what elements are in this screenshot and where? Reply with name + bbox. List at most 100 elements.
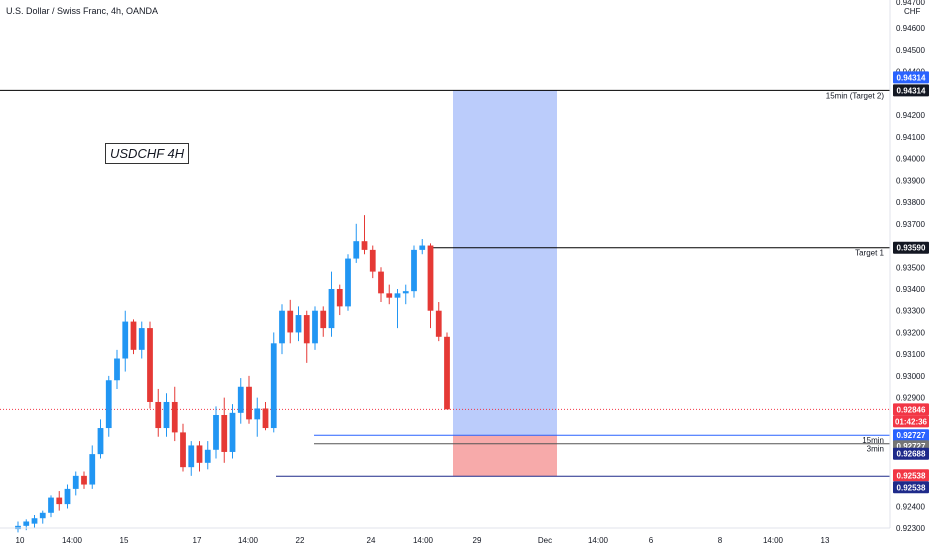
candle-body — [279, 310, 285, 344]
entry-badge-bg — [893, 429, 929, 442]
y-tick-label: 0.94700 — [896, 0, 925, 7]
candle-body — [72, 475, 79, 489]
countdown-badge: 01:42:36 — [895, 417, 928, 426]
target1-badge: 0.93590 — [897, 244, 926, 253]
x-tick-label: 29 — [473, 536, 482, 545]
x-tick-label: 14:00 — [238, 536, 259, 545]
candle-body — [163, 401, 170, 429]
price-badges: 0.94314 0.94314 0.93590 0.92846 01:42:36 0.92… — [893, 71, 929, 494]
candle-body — [64, 488, 71, 505]
currency-label: CHF — [904, 7, 921, 16]
candle-body — [105, 380, 112, 429]
candle-body — [180, 432, 186, 468]
chart-annotation[interactable]: USDCHF 4H — [105, 143, 190, 164]
candle-body — [15, 525, 21, 530]
candle-body — [361, 241, 368, 250]
candle-body — [221, 415, 228, 452]
target2-badge-bg — [893, 84, 929, 97]
y-tick-label: 0.93300 — [896, 307, 925, 316]
candle-body — [345, 258, 351, 307]
x-tick-label: 14:00 — [413, 536, 434, 545]
candle-body — [402, 291, 409, 294]
y-tick-label: 0.93800 — [896, 198, 925, 207]
x-tick-label: 14:00 — [62, 536, 83, 545]
x-tick-label: 6 — [649, 536, 654, 545]
candle-body — [254, 408, 261, 420]
candle-body — [419, 245, 426, 250]
candle-body — [147, 328, 153, 402]
candle-body — [171, 401, 178, 433]
candle-body — [188, 445, 195, 468]
candle-body — [114, 358, 120, 381]
candle-body — [369, 249, 376, 272]
x-tick-label: 8 — [718, 536, 723, 545]
target-zone — [453, 90, 557, 436]
chart-title: U.S. Dollar / Swiss Franc, 4h, OANDA — [6, 6, 159, 16]
time-axis: 10 14:00 15 17 14:00 22 24 14:00 29 Dec 14:00 6 8 14:… — [0, 527, 890, 545]
stop-badge-bg — [893, 469, 929, 482]
x-tick-label: 22 — [296, 536, 305, 545]
candle-body — [394, 293, 401, 298]
candles — [15, 215, 450, 533]
position-zones — [453, 90, 557, 477]
candle-body — [320, 310, 327, 329]
y-tick-label: 0.93000 — [896, 372, 925, 381]
y-tick-label: 0.94500 — [896, 46, 925, 55]
entry-badge: 0.92727 — [897, 431, 926, 440]
x-tick-label: 14:00 — [588, 536, 609, 545]
stop-badge: 0.92538 — [897, 471, 926, 480]
stop-level-badge: 0.92538 — [897, 483, 926, 492]
candle-body — [303, 315, 310, 344]
y-tick-label: 0.93500 — [896, 263, 925, 272]
y-tick-label: 0.92900 — [896, 394, 925, 403]
countdown-badge-bg — [893, 415, 929, 428]
candle-body — [31, 518, 38, 524]
candle-body — [270, 343, 277, 429]
y-tick-label: 0.92400 — [896, 502, 925, 511]
x-tick-label: Dec — [538, 536, 552, 545]
y-tick-label: 0.93100 — [896, 350, 925, 359]
candle-body — [295, 315, 302, 333]
target2-badge: 0.94314 — [897, 86, 926, 95]
stop-level-badge-bg — [893, 481, 929, 494]
candle-body — [130, 321, 137, 350]
target1-badge-bg — [893, 241, 929, 254]
x-tick-label: 17 — [193, 536, 202, 545]
x-tick-label: 15 — [120, 536, 129, 545]
level-3min-badge-bg — [893, 447, 929, 460]
candle-body — [262, 408, 269, 429]
stop-zone — [453, 435, 557, 477]
entry-badge-grey: 0.92727 — [897, 442, 926, 451]
candle-body — [427, 245, 434, 311]
target2-badge-blue: 0.94314 — [897, 73, 926, 82]
candle-body — [97, 428, 104, 455]
candle-body — [213, 415, 219, 450]
candle-body — [237, 386, 244, 413]
x-tick-label: 14:00 — [763, 536, 784, 545]
x-tick-label: 13 — [821, 536, 830, 545]
candle-body — [353, 241, 360, 259]
level-label: Target 1 — [855, 249, 884, 258]
level-label: 3min — [867, 445, 884, 454]
y-tick-label: 0.93700 — [896, 220, 925, 229]
candle-body — [246, 386, 252, 420]
y-tick-label: 0.94100 — [896, 133, 925, 142]
candle-body — [81, 475, 87, 485]
candle-body — [196, 445, 203, 463]
y-tick-label: 0.92300 — [896, 524, 925, 533]
target2-badge-blue-bg — [893, 71, 929, 84]
level-3min-badge: 0.92688 — [897, 450, 926, 459]
last-price-badge: 0.92846 — [897, 405, 926, 414]
y-tick-label: 0.93400 — [896, 285, 925, 294]
candle-body — [229, 412, 236, 452]
candle-body — [155, 401, 162, 429]
y-tick-label: 0.93900 — [896, 176, 925, 185]
candle-body — [138, 328, 145, 350]
level-label: 15min — [862, 436, 884, 445]
candle-body — [411, 249, 417, 292]
candle-body — [378, 271, 384, 294]
candle-body — [435, 310, 442, 337]
candle-body — [56, 497, 63, 505]
